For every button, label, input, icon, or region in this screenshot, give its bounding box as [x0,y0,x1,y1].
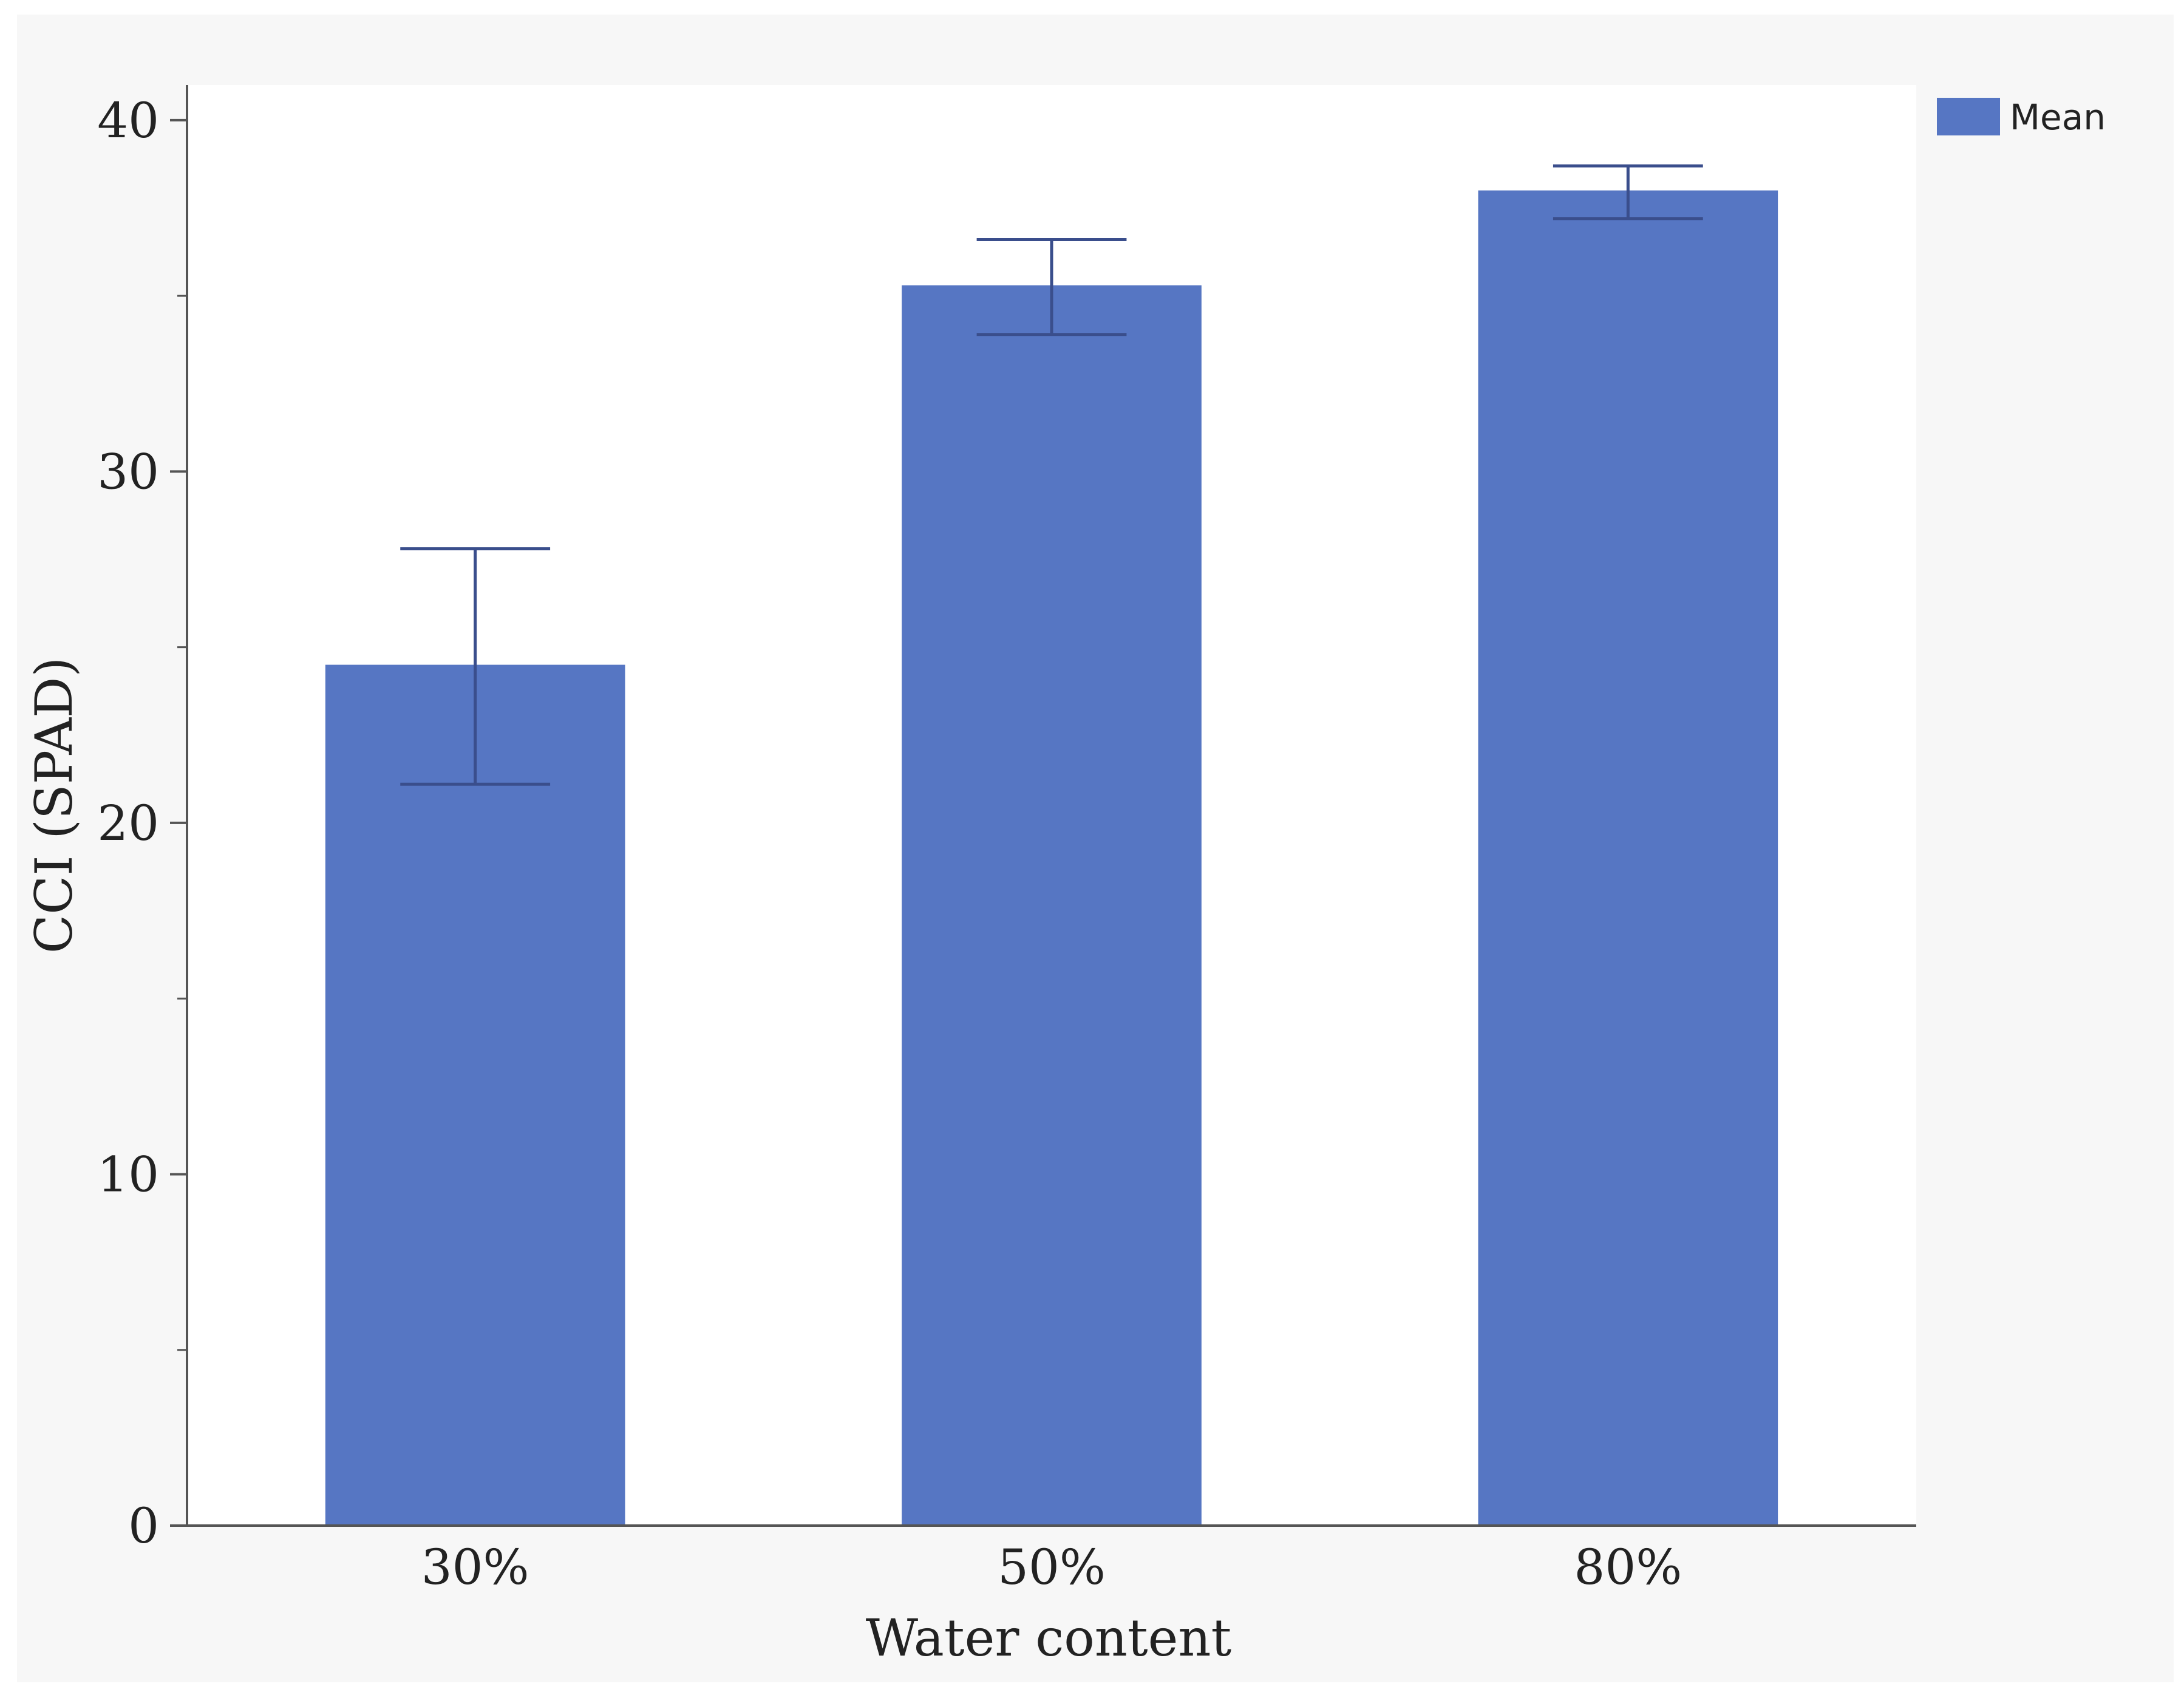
legend-swatch [1937,98,2000,135]
bar-50pct [902,285,1202,1526]
bar-80pct [1478,190,1778,1526]
y-tick-label: 20 [97,795,159,851]
y-tick-label: 10 [97,1146,159,1202]
x-tick-label: 50% [998,1539,1106,1595]
legend: Mean [1937,97,2106,138]
x-tick-label: 30% [421,1539,529,1595]
legend-label-mean: Mean [2010,97,2106,138]
error-bars-layer [400,164,1703,786]
y-tick-label: 0 [128,1498,159,1554]
y-tick-label: 40 [97,92,159,149]
bars-layer [325,190,1778,1526]
x-axis-title: Water content [866,1608,1232,1668]
y-axis-title: CCI (SPAD) [24,657,84,953]
bar-30pct [325,664,625,1526]
x-ticks-layer: 30% 50% 80% [421,1539,1682,1595]
y-tick-label: 30 [97,443,159,500]
x-tick-label: 80% [1574,1539,1682,1595]
y-ticks-layer: 0 10 20 30 40 [97,92,187,1554]
